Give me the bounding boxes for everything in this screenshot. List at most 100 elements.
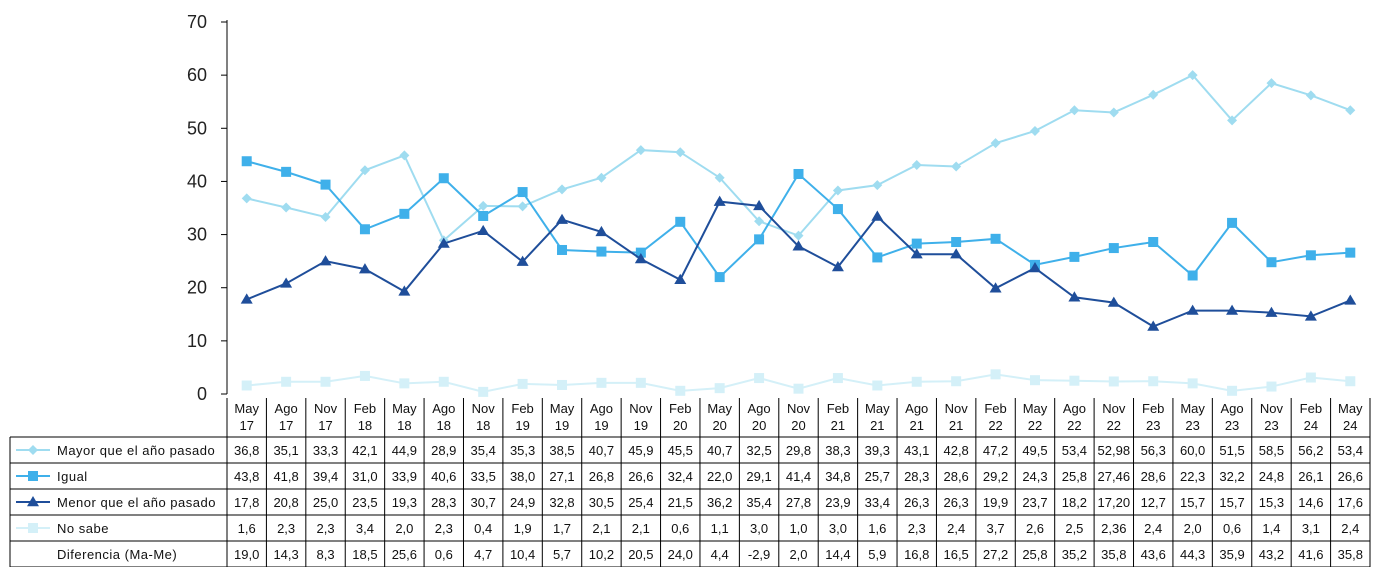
data-point	[1069, 105, 1080, 116]
table-cell: 0,6	[671, 521, 689, 536]
category-label: 21	[910, 418, 924, 433]
table-cell: 29,2	[983, 469, 1008, 484]
table-cell: 45,5	[668, 443, 693, 458]
data-point	[280, 277, 293, 288]
table-cell: 28,3	[904, 469, 929, 484]
data-point	[516, 255, 529, 266]
data-point	[1265, 306, 1278, 317]
data-point	[911, 238, 922, 249]
table-cell: 25,8	[1062, 469, 1087, 484]
table-cell: 28,3	[431, 495, 456, 510]
table-cell: 24,8	[1259, 469, 1284, 484]
table-cell: 18,5	[352, 547, 377, 562]
legend-marker	[27, 496, 39, 507]
category-label: 19	[594, 418, 608, 433]
data-point	[911, 376, 922, 387]
table-cell: 35,1	[273, 443, 298, 458]
category-label: 17	[318, 418, 332, 433]
table-cell: 1,4	[1262, 521, 1280, 536]
table-cell: 26,3	[904, 495, 929, 510]
data-point	[674, 273, 687, 284]
category-label: Feb	[1142, 401, 1164, 416]
table-cell: 2,6	[1026, 521, 1044, 536]
category-label: 24	[1304, 418, 1318, 433]
table-cell: 52,98	[1098, 443, 1131, 458]
data-point	[753, 199, 766, 211]
data-point	[1345, 376, 1356, 387]
data-point	[675, 147, 686, 158]
category-label: Feb	[1300, 401, 1322, 416]
table-cell: 44,9	[392, 443, 417, 458]
data-point	[714, 383, 725, 394]
table-cell: 3,0	[750, 521, 768, 536]
table-cell: 2,0	[1184, 521, 1202, 536]
table-cell: 33,3	[313, 443, 338, 458]
table-cell: 2,4	[1341, 521, 1359, 536]
data-point	[872, 180, 883, 191]
table-cell: 15,7	[1219, 495, 1244, 510]
table-cell: 53,4	[1062, 443, 1087, 458]
category-label: Nov	[1260, 401, 1284, 416]
data-point	[517, 378, 528, 389]
data-point	[1227, 115, 1238, 126]
data-point	[438, 173, 449, 184]
data-point	[557, 184, 568, 195]
data-point	[359, 224, 370, 235]
category-label: 20	[712, 418, 726, 433]
table-cell: 22,3	[1180, 469, 1205, 484]
table-cell: 2,3	[277, 521, 295, 536]
row-label: Diferencia (Ma-Me)	[57, 547, 177, 562]
table-cell: 27,2	[983, 547, 1008, 562]
data-point	[1266, 78, 1277, 89]
category-label: 20	[791, 418, 805, 433]
table-cell: 38,5	[549, 443, 574, 458]
data-point	[1305, 372, 1316, 383]
row-label: Mayor que el año pasado	[57, 443, 215, 458]
table-cell: 14,4	[825, 547, 850, 562]
data-point	[478, 386, 489, 397]
table-cell: 43,2	[1259, 547, 1284, 562]
data-point	[754, 234, 765, 245]
table-cell: 56,2	[1298, 443, 1323, 458]
category-label: 20	[673, 418, 687, 433]
table-cell: 23,9	[825, 495, 850, 510]
data-point	[832, 204, 843, 215]
data-point	[872, 252, 883, 263]
table-cell: 1,6	[868, 521, 886, 536]
data-point	[1266, 381, 1277, 392]
table-cell: 2,5	[1065, 521, 1083, 536]
data-point	[281, 202, 292, 213]
data-point	[950, 248, 963, 259]
y-tick-label: 20	[187, 278, 207, 298]
data-point	[1186, 304, 1199, 315]
table-cell: 32,5	[746, 443, 771, 458]
table-cell: 17,8	[234, 495, 259, 510]
category-label: May	[1023, 401, 1048, 416]
data-point	[911, 159, 922, 170]
table-cell: 35,4	[471, 443, 496, 458]
table-cell: 26,3	[943, 495, 968, 510]
data-point	[871, 210, 884, 221]
plot-area: 0 10 20 30 40 50 60 70	[187, 12, 1357, 404]
table-cell: 44,3	[1180, 547, 1205, 562]
table-cell: 26,1	[1298, 469, 1323, 484]
data-point	[1187, 378, 1198, 389]
table-cell: 23,5	[352, 495, 377, 510]
table-cell: 29,8	[786, 443, 811, 458]
data-point	[1344, 294, 1357, 305]
data-point	[635, 377, 646, 388]
table-cell: 30,5	[589, 495, 614, 510]
row-label: Igual	[57, 469, 88, 484]
data-point	[792, 240, 805, 251]
table-cell: 32,8	[549, 495, 574, 510]
table-cell: 36,2	[707, 495, 732, 510]
data-point	[1068, 291, 1081, 302]
table-cell: 24,0	[668, 547, 693, 562]
table-cell: 36,8	[234, 443, 259, 458]
table-cell: 2,4	[1144, 521, 1162, 536]
table-cell: 2,36	[1101, 521, 1126, 536]
category-label: 21	[949, 418, 963, 433]
table-cell: 1,0	[789, 521, 807, 536]
category-label: Ago	[1063, 401, 1086, 416]
data-point	[1069, 251, 1080, 262]
